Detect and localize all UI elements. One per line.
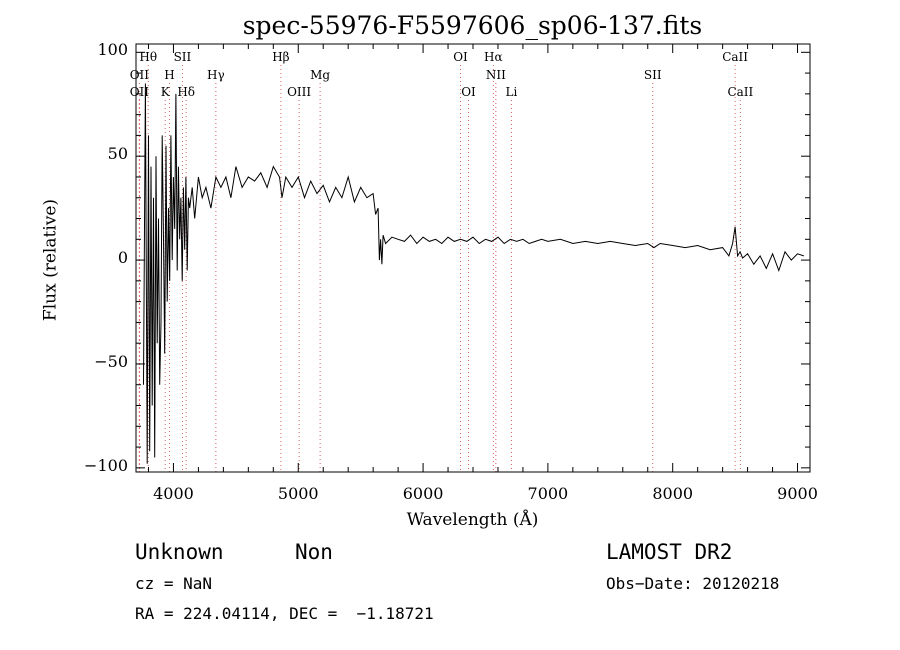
line-marker-label: Hδ: [177, 85, 195, 99]
x-tick-label: 4000: [153, 484, 194, 503]
line-marker-label: OI: [453, 50, 468, 64]
line-marker-label: Hθ: [139, 50, 157, 64]
chart-title: spec-55976-F5597606_sp06-137.fits: [242, 11, 703, 40]
cz-label: cz = NaN: [135, 574, 213, 593]
line-marker-label: SII: [644, 68, 662, 82]
line-marker-label: OII: [130, 68, 150, 82]
x-tick-label: 6000: [402, 484, 444, 503]
line-markers: [138, 65, 741, 472]
line-marker-label: K: [161, 85, 171, 99]
y-tick-label: −50: [94, 351, 128, 371]
survey-label: LAMOST DR2: [606, 540, 733, 564]
line-marker-label: CaII: [722, 50, 748, 64]
line-marker-label: Mg: [310, 68, 330, 82]
line-marker-label: OII: [130, 85, 150, 99]
line-marker-label: Li: [506, 85, 518, 99]
x-axis-label: Wavelength (Å): [406, 510, 539, 530]
x-tick-label: 8000: [652, 484, 694, 503]
subclass-label: Non: [295, 540, 333, 564]
line-marker-label: CaII: [727, 85, 753, 99]
plot-frame: [135, 43, 811, 473]
line-marker-label: SII: [174, 50, 192, 64]
line-marker-label: OIII: [287, 85, 311, 99]
x-tick-label: 7000: [527, 484, 569, 503]
x-tick-label: 5000: [277, 484, 319, 503]
x-tick-label: 9000: [777, 484, 818, 503]
line-marker-label: OI: [461, 85, 476, 99]
line-marker-label: Hγ: [207, 68, 225, 82]
y-tick-label: −100: [84, 455, 128, 475]
obsdate-label: Obs−Date: 20120218: [606, 574, 780, 593]
class-label: Unknown: [135, 540, 224, 564]
spectrum-series-line: [143, 83, 804, 464]
axis-ticks: [136, 44, 810, 472]
y-axis-label: Flux (relative): [40, 198, 61, 322]
y-tick-label: 100: [97, 40, 128, 60]
radec-label: RA = 224.04114, DEC = −1.18721: [135, 604, 434, 623]
line-marker-label: NII: [486, 68, 506, 82]
y-tick-label: 0: [117, 248, 128, 268]
line-marker-label: Hβ: [272, 50, 289, 64]
line-marker-label: Hα: [484, 50, 503, 64]
line-marker-label: H: [164, 68, 174, 82]
y-tick-label: 50: [107, 144, 128, 164]
